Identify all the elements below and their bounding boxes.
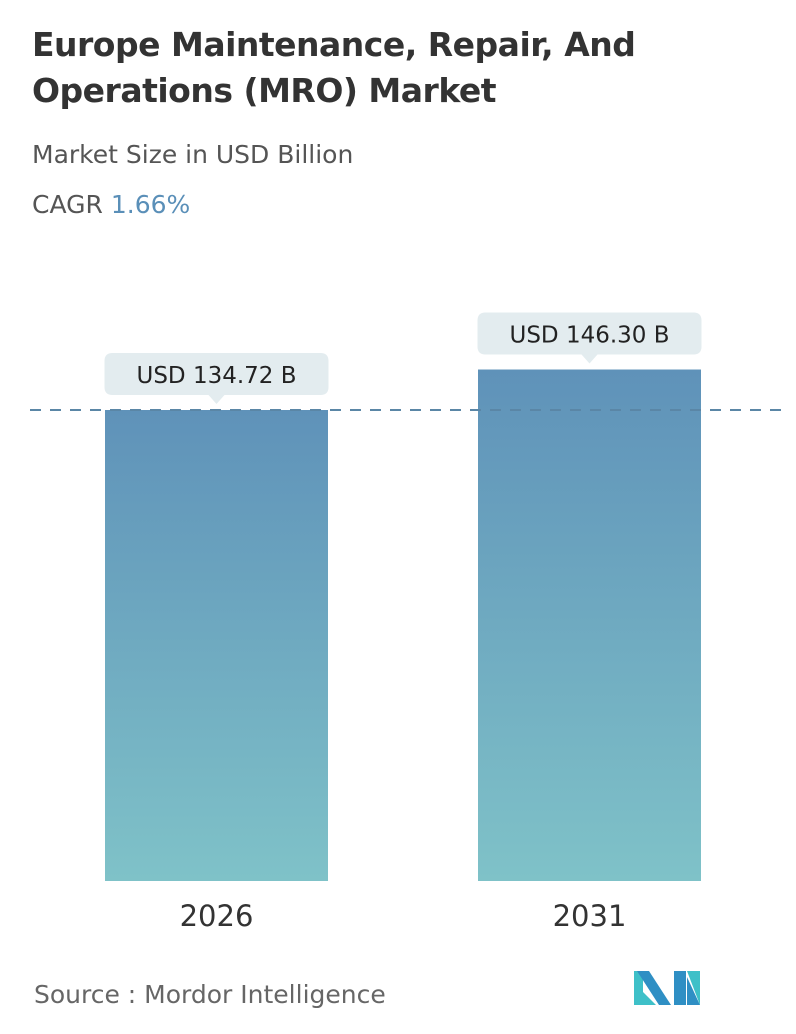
cagr: CAGR 1.66% — [32, 190, 190, 219]
bar-chart: USD 134.72 B 2026 USD 146.30 B 2031 — [30, 312, 782, 933]
data-label: USD 134.72 B — [136, 363, 296, 389]
data-label-callout — [477, 312, 702, 364]
chart-title: Europe Maintenance, Repair, And Operatio… — [32, 25, 636, 110]
x-tick-label: 2031 — [553, 899, 627, 933]
source-text: Source : Mordor Intelligence — [34, 980, 386, 1009]
bar-2026 — [105, 410, 328, 881]
x-tick-label: 2026 — [180, 899, 254, 933]
bar-2031 — [478, 369, 701, 881]
cagr-value: 1.66% — [110, 190, 191, 219]
data-label: USD 146.30 B — [509, 323, 669, 349]
chart-subtitle: Market Size in USD Billion — [32, 140, 354, 169]
data-label-callout — [104, 353, 329, 404]
cagr-label: CAGR — [32, 190, 103, 219]
mordor-intelligence-logo — [634, 971, 700, 1005]
